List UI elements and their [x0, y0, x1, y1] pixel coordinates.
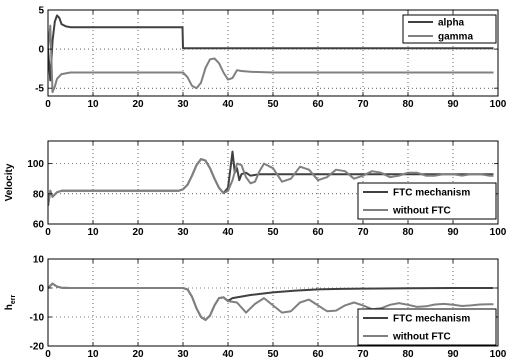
legend: alpha gamma	[402, 14, 497, 44]
x-tick-label: 10	[87, 227, 99, 238]
y-tick-label: 0	[38, 284, 44, 295]
series-line-2	[48, 24, 494, 94]
y-tick-label: 60	[33, 220, 45, 231]
y-axis-label: Velocity	[4, 163, 15, 201]
x-tick-label: 20	[132, 227, 144, 238]
legend-label: without FTC	[392, 206, 451, 217]
legend: FTC mechanism without FTC	[357, 182, 497, 220]
legend-label: FTC mechanism	[393, 188, 470, 199]
x-tick-label: 50	[267, 349, 279, 360]
series-line-2	[48, 282, 494, 321]
x-tick-label: 40	[222, 349, 234, 360]
x-tick-label: 20	[132, 99, 144, 110]
x-tick-label: 90	[447, 227, 459, 238]
x-tick-label: 10	[87, 99, 99, 110]
x-tick-label: 100	[490, 227, 507, 238]
x-tick-label: 60	[312, 349, 324, 360]
x-tick-label: 60	[312, 227, 324, 238]
x-tick-label: 30	[177, 349, 189, 360]
x-tick-label: 70	[357, 349, 369, 360]
x-tick-label: 90	[447, 349, 459, 360]
legend-box	[357, 308, 497, 346]
x-tick-label: 20	[132, 349, 144, 360]
x-tick-label: 80	[402, 349, 414, 360]
x-tick-label: 40	[222, 227, 234, 238]
legend-label: FTC mechanism	[393, 314, 470, 325]
chart-panel-2: 0 10 20 30 40 50 60 70 80 90 100 60 80 100 Velocity FTC…	[4, 140, 507, 238]
x-tick-label: 40	[222, 99, 234, 110]
y-tick-label: -5	[35, 84, 44, 95]
y-tick-label: 10	[33, 255, 45, 266]
legend-label: gamma	[438, 32, 473, 43]
x-tick-label: 80	[402, 99, 414, 110]
x-tick-label: 80	[402, 227, 414, 238]
x-tick-label: 0	[45, 99, 51, 110]
legend-box	[402, 14, 497, 44]
x-tick-label: 60	[312, 99, 324, 110]
x-tick-label: 30	[177, 227, 189, 238]
y-tick-label: 5	[38, 6, 44, 17]
y-tick-label: 0	[38, 45, 44, 56]
x-tick-label: 100	[490, 99, 507, 110]
x-tick-label: 70	[357, 99, 369, 110]
legend-box	[357, 182, 497, 220]
chart-panel-3: 0 10 20 30 40 50 60 70 80 90 100 -20 -10 0 10 herr FTC m…	[4, 255, 507, 361]
y-tick-label: -10	[30, 313, 45, 324]
x-tick-label: 50	[267, 99, 279, 110]
x-tick-label: 30	[177, 99, 189, 110]
y-tick-label: 100	[27, 159, 44, 170]
x-tick-label: 100	[490, 349, 507, 360]
series-line-2	[48, 158, 494, 207]
x-tick-label: 90	[447, 99, 459, 110]
y-tick-label: -20	[30, 342, 45, 353]
y-tick-label: 80	[33, 189, 45, 200]
y-axis-label: herr	[4, 295, 17, 311]
x-tick-label: 70	[357, 227, 369, 238]
x-tick-label: 50	[267, 227, 279, 238]
legend: FTC mechanism without FTC	[357, 308, 497, 346]
x-tick-label: 0	[45, 227, 51, 238]
legend-label: without FTC	[392, 332, 451, 343]
legend-label: alpha	[438, 18, 465, 29]
x-tick-label: 10	[87, 349, 99, 360]
series-line-1	[48, 14, 494, 82]
x-tick-label: 0	[45, 349, 51, 360]
